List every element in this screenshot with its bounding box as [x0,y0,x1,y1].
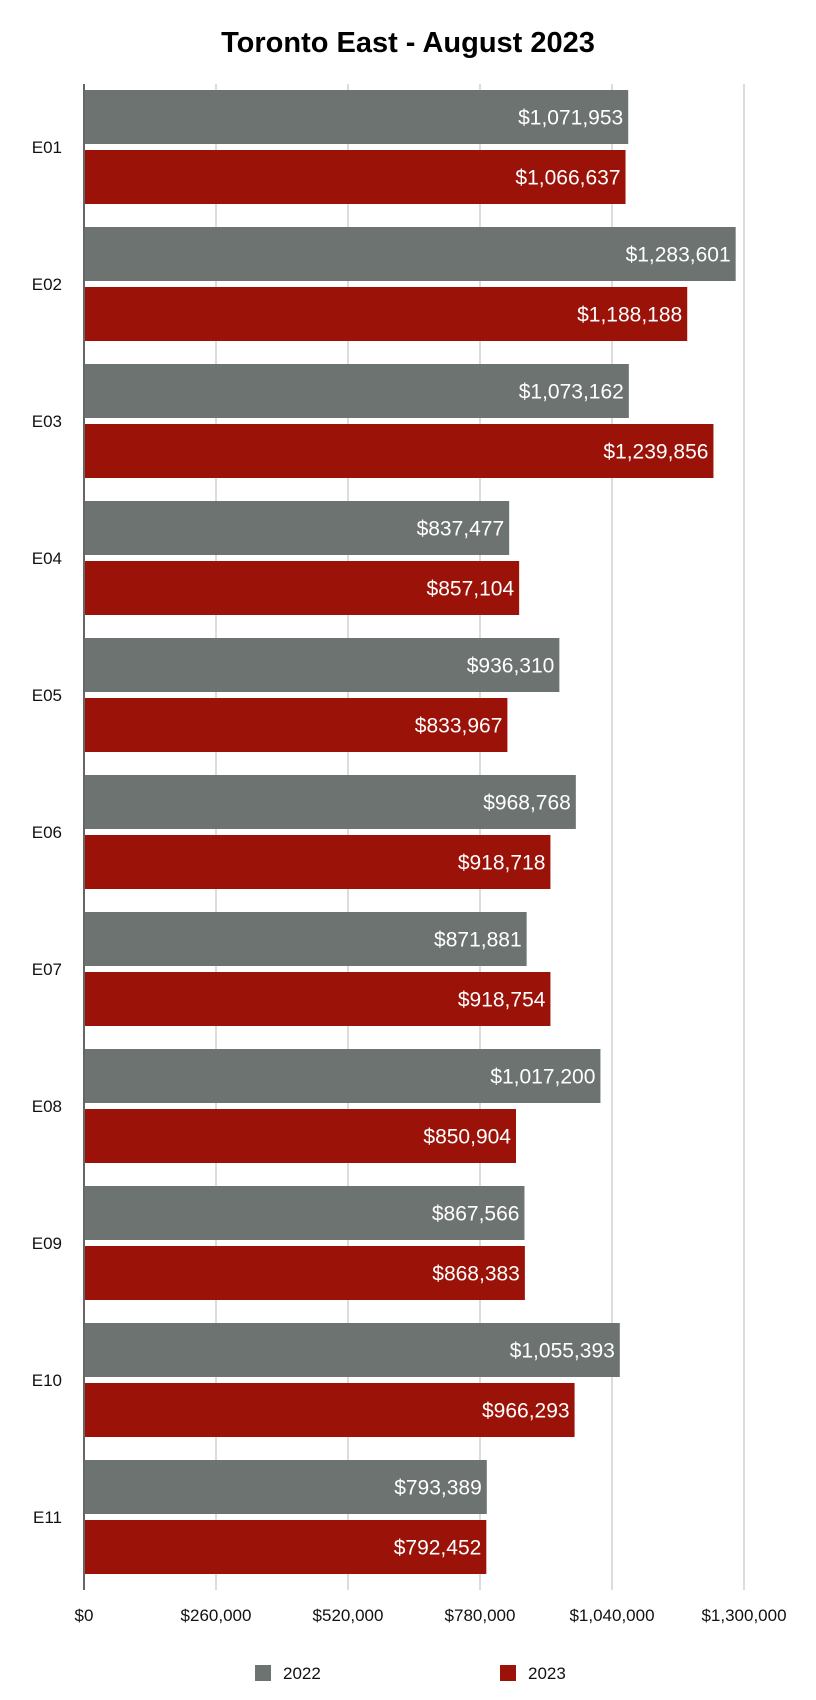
bar-2022-e04 [85,501,510,555]
data-label: $1,283,601 [626,244,731,267]
bar-2023-e09 [85,1246,525,1300]
bar-2023-e11 [85,1520,487,1574]
data-label: $1,071,953 [518,107,623,130]
category-label: E04 [32,549,62,568]
category-label: E06 [32,823,62,842]
bar-2023-e04 [85,561,520,615]
data-label: $793,389 [394,1477,482,1500]
legend-swatch-2022 [255,1665,271,1681]
data-label: $1,239,856 [603,441,708,464]
data-label: $868,383 [432,1263,520,1286]
category-label: E10 [32,1371,62,1390]
x-tick-label: $780,000 [445,1606,516,1625]
data-label: $1,066,637 [515,167,620,190]
category-label: E07 [32,960,62,979]
data-label: $833,967 [415,715,503,738]
data-label: $1,188,188 [577,304,682,327]
category-label: E11 [33,1508,62,1527]
bar-2023-e07 [85,972,551,1026]
legend: 2022 2023 [255,1664,566,1683]
data-label: $1,055,393 [510,1340,615,1363]
legend-swatch-2023 [500,1665,516,1681]
data-label: $837,477 [417,518,505,541]
chart-title: Toronto East - August 2023 [221,27,595,59]
bar-2022-e09 [85,1186,525,1240]
category-label: E03 [32,412,62,431]
bar-2022-e06 [85,775,576,829]
category-label: E02 [32,275,62,294]
bar-2022-e11 [85,1460,487,1514]
x-tick-label: $520,000 [313,1606,384,1625]
bar-2023-e06 [85,835,551,889]
bar-2022-e03 [85,364,629,418]
bar-2023-e02 [85,287,688,341]
x-tick-label: $1,040,000 [569,1606,654,1625]
data-label: $966,293 [482,1400,570,1423]
category-label: E01 [32,138,62,157]
legend-label-2022: 2022 [283,1664,321,1683]
data-label: $968,768 [483,792,571,815]
x-tick-label: $260,000 [181,1606,252,1625]
bar-2023-e10 [85,1383,575,1437]
bar-2023-e08 [85,1109,516,1163]
bar-2023-e05 [85,698,508,752]
bar-2022-e01 [85,90,629,144]
bar-2022-e08 [85,1049,601,1103]
category-label: E09 [32,1234,62,1253]
legend-label-2023: 2023 [528,1664,566,1683]
category-label: E05 [32,686,62,705]
x-tick-label: $1,300,000 [701,1606,786,1625]
bar-2022-e10 [85,1323,620,1377]
x-tick-label: $0 [75,1606,94,1625]
bar-2022-e07 [85,912,527,966]
data-label: $867,566 [432,1203,520,1226]
data-label: $1,017,200 [490,1066,595,1089]
data-label: $918,718 [458,852,546,875]
data-label: $1,073,162 [519,381,624,404]
bar-2022-e05 [85,638,560,692]
data-label: $850,904 [423,1126,511,1149]
data-label: $792,452 [394,1537,482,1560]
bar-2023-e01 [85,150,626,204]
bars [85,90,736,1574]
bar-2023-e03 [85,424,714,478]
bar-2022-e02 [85,227,736,281]
category-label: E08 [32,1097,62,1116]
data-label: $857,104 [427,578,515,601]
data-label: $936,310 [467,655,555,678]
data-label: $918,754 [458,989,546,1012]
data-label: $871,881 [434,929,522,952]
labels: Toronto East - August 2023 $0 $260,000 $520… [32,27,787,1625]
